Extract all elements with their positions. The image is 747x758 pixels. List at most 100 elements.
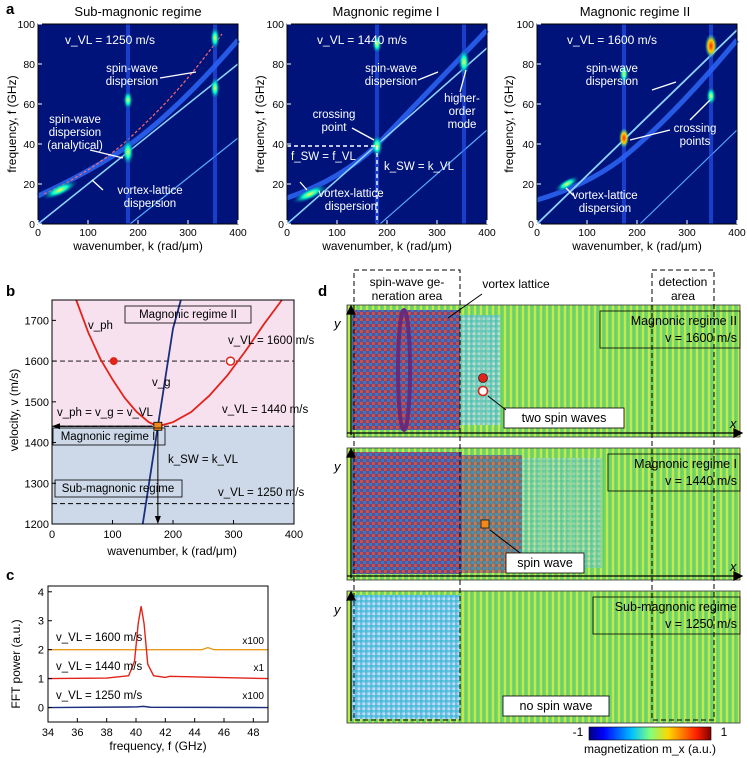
panel-label-a: a xyxy=(6,1,15,18)
b-regime1-box xyxy=(52,427,166,446)
c-ylabel: FFT power (a.u.) xyxy=(9,619,23,708)
d2-y-label: y xyxy=(333,459,342,474)
d-vortex-label: vortex lattice xyxy=(482,277,550,291)
a-ytick-label: 20 xyxy=(522,179,534,191)
d2-y-head xyxy=(346,447,356,458)
a2-k-eq: k_SW = k_VL xyxy=(384,161,455,173)
a2-ylabel: frequency, f (GHz) xyxy=(253,75,267,172)
c-series-1 xyxy=(47,606,269,680)
d-vortex-arrow xyxy=(447,293,483,319)
b-kk-label: k_SW = k_VL xyxy=(168,454,239,466)
b-regime1: Magnonic regime I xyxy=(61,431,156,443)
c-label-1440: v_VL = 1440 m/s xyxy=(56,661,142,673)
colorbar-min: -1 xyxy=(573,725,584,739)
a3-ylabel: frequency, f (GHz) xyxy=(502,75,516,172)
a-ytick-label: 100 xyxy=(516,19,534,31)
a-xtick-label: 300 xyxy=(179,227,197,239)
d3-v: v = 1250 m/s xyxy=(665,617,737,631)
a3-arrow-vl xyxy=(565,187,575,197)
a-ytick-label: 80 xyxy=(522,59,534,71)
a2-blob4 xyxy=(291,183,329,205)
a-xtick-label: 300 xyxy=(428,227,446,239)
a1-sw-label: spin-wave dispersion xyxy=(106,63,158,88)
d1-y-head xyxy=(346,304,356,315)
c-mult-1440: x1 xyxy=(253,663,264,674)
c-mult-1600: x100 xyxy=(242,636,264,647)
a3-sw-label: spin-wave dispersion xyxy=(586,63,638,88)
d1-title-box xyxy=(599,310,741,349)
a2-blob3 xyxy=(372,34,382,54)
a2-higher-label: higher-order mode xyxy=(444,93,480,131)
d3-note: no spin wave xyxy=(520,699,593,713)
d2-title: Magnonic regime I xyxy=(634,457,737,471)
b-1440-label: v_VL = 1440 m/s xyxy=(222,404,308,416)
a3-blob4 xyxy=(619,64,629,84)
b-1250-label: v_VL = 1250 m/s xyxy=(218,487,304,499)
a1-analytical: spin-wave dispersion (analytical) xyxy=(47,114,103,152)
b-point-filled xyxy=(109,357,118,366)
c-xtick-label: 42 xyxy=(159,727,171,739)
d2-note-box xyxy=(505,552,585,574)
d2-note-arrow xyxy=(489,529,521,554)
a2-blob2 xyxy=(458,48,470,76)
c-xtick-label: 40 xyxy=(130,727,142,739)
d2-x-head xyxy=(733,571,744,581)
a-ytick-label: 20 xyxy=(23,179,35,191)
colorbar-max: 1 xyxy=(721,725,728,739)
a-xtick-label: 400 xyxy=(728,227,746,239)
a2-arrow-sw xyxy=(417,71,439,81)
a-xtick-label: 300 xyxy=(678,227,696,239)
b-series-vg xyxy=(141,299,182,525)
a-xtick-label: 100 xyxy=(578,227,596,239)
a3-arrow-sw xyxy=(651,81,677,91)
a-xtick-label: 200 xyxy=(129,227,147,239)
d2-v: v = 1440 m/s xyxy=(665,474,737,488)
d1-note-arrow xyxy=(487,395,507,411)
a-xtick-label: 400 xyxy=(229,227,247,239)
d-axes xyxy=(346,304,744,721)
b-point-square xyxy=(153,421,163,431)
a-ytick-label: 40 xyxy=(272,139,284,151)
a3-crossings-label: crossing points xyxy=(674,123,717,148)
a1-vl-line2 xyxy=(129,137,239,225)
a-ytick-label: 100 xyxy=(17,19,35,31)
a-xtick-label: 0 xyxy=(284,227,290,239)
a3-title: Magnonic regime II xyxy=(580,4,691,19)
a1-blob3 xyxy=(210,76,220,100)
b-xtick-label: 0 xyxy=(49,529,55,541)
a-xtick-label: 100 xyxy=(79,227,97,239)
b-regime2-box xyxy=(124,305,252,324)
a3-vl-label: vortex-lattice dispersion xyxy=(572,190,637,215)
a-xtick-label: 0 xyxy=(35,227,41,239)
panel-c: c FFT power (a.u.) 34 36 38 40 42 44 46 4801234… xyxy=(6,567,269,753)
panel-label-d: d xyxy=(318,283,327,300)
c-series-0 xyxy=(47,705,269,709)
colorbar xyxy=(588,726,712,741)
d2-point xyxy=(480,519,490,529)
a-ytick-label: 40 xyxy=(522,139,534,151)
a-ytick-label: 100 xyxy=(266,19,284,31)
b-1600-label: v_VL = 1600 m/s xyxy=(228,335,314,347)
d1-x-head xyxy=(733,428,744,438)
d1-frame xyxy=(346,304,741,438)
c-mult-1250: x100 xyxy=(242,691,264,702)
c-ytick-label: 1 xyxy=(38,674,44,686)
b-regime0-box xyxy=(54,479,183,498)
c-xtick-label: 46 xyxy=(218,727,230,739)
c-label-1250: v_VL = 1250 m/s xyxy=(56,690,142,702)
a3-xlabel: wavenumber, k (rad/μm) xyxy=(571,239,702,253)
a-ytick-label: 0 xyxy=(29,219,35,231)
a2-crossing-label: crossing point xyxy=(313,109,356,134)
a1-arrow-vl xyxy=(91,179,104,191)
a-ytick-label: 0 xyxy=(528,219,534,231)
d3-title: Sub-magnonic regime xyxy=(615,600,737,614)
a3-blob1 xyxy=(705,34,717,58)
a-ytick-label: 60 xyxy=(522,99,534,111)
b-bg-magnonic xyxy=(52,300,294,427)
c-xtick-label: 44 xyxy=(189,727,201,739)
colorbar-label: magnetization m_x (a.u.) xyxy=(584,742,716,756)
b-vg-label: v_g xyxy=(152,377,171,389)
d2-frame xyxy=(346,447,741,581)
b-vph-label: v_ph xyxy=(88,320,113,332)
